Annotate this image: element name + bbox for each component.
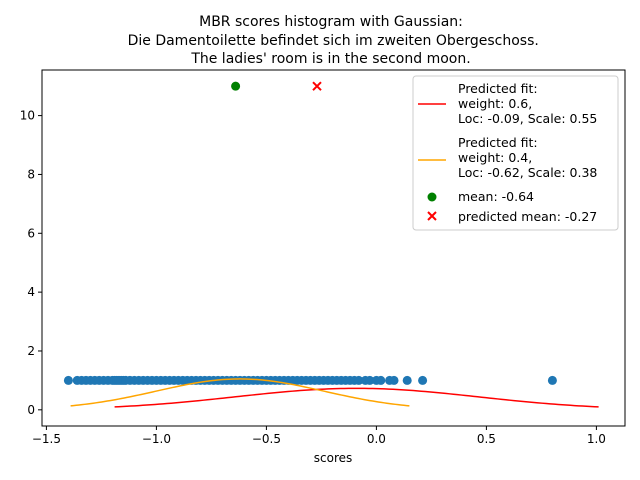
y-tick-label: 10 — [20, 109, 35, 123]
chart-title-line-1: MBR scores histogram with Gaussian: — [199, 14, 463, 30]
y-tick-label: 4 — [27, 285, 35, 299]
legend-fit1-label: Predicted fit: weight: 0.6, Loc: -0.09, Sc… — [458, 81, 597, 126]
score-point — [547, 375, 557, 385]
y-tick-label: 0 — [27, 403, 35, 417]
fit-curve-1 — [114, 387, 599, 408]
x-axis: −1.5 −1.0 −0.5 0.0 0.5 1.0 — [32, 426, 606, 446]
legend-box — [412, 75, 619, 231]
score-point — [402, 375, 412, 385]
score-point — [354, 375, 364, 385]
legend-label-line: Loc: -0.62, Scale: 0.38 — [458, 165, 597, 180]
axes-frame — [41, 69, 626, 427]
legend-predicted-mean-x — [427, 211, 437, 221]
x-tick-label: 0.0 — [367, 432, 386, 446]
plot-area — [63, 81, 599, 408]
legend-label-line: Predicted fit: — [458, 81, 538, 96]
x-axis-label: scores — [314, 451, 353, 465]
x-tick-label: 1.0 — [587, 432, 606, 446]
y-tick-label: 2 — [27, 344, 35, 358]
x-tick-label: −1.0 — [142, 432, 171, 446]
score-point — [389, 375, 399, 385]
score-point — [418, 375, 428, 385]
legend-mean-label: mean: -0.64 — [458, 189, 534, 204]
legend: Predicted fit: weight: 0.6, Loc: -0.09, Sc… — [412, 75, 619, 231]
score-point — [376, 375, 386, 385]
y-axis: 0 2 4 6 8 10 — [20, 109, 42, 417]
y-tick-label: 6 — [27, 226, 35, 240]
legend-label-line: Predicted fit: — [458, 135, 538, 150]
legend-label-line: Loc: -0.09, Scale: 0.55 — [458, 111, 597, 126]
predicted-mean-marker — [312, 81, 322, 91]
x-tick-label: −1.5 — [32, 432, 61, 446]
fit-curve-2 — [70, 378, 410, 407]
mean-marker — [231, 81, 241, 91]
chart-title: MBR scores histogram with Gaussian: Die … — [123, 14, 539, 67]
chart-title-line-2: Die Damentoilette befindet sich im zweit… — [123, 33, 539, 49]
legend-label-line: weight: 0.4, — [458, 150, 532, 165]
legend-mean-marker — [427, 192, 437, 202]
score-point — [365, 375, 375, 385]
x-tick-label: 0.5 — [477, 432, 496, 446]
legend-predicted-mean-label: predicted mean: -0.27 — [458, 209, 597, 224]
score-point — [63, 375, 73, 385]
legend-predicted-mean-marker — [427, 211, 437, 221]
legend-label-line: weight: 0.6, — [458, 96, 532, 111]
x-tick-label: −0.5 — [252, 432, 281, 446]
chart-title-line-3: The ladies' room is in the second moon. — [190, 51, 470, 67]
legend-fit2-label: Predicted fit: weight: 0.4, Loc: -0.62, Sc… — [458, 135, 597, 180]
y-tick-label: 8 — [27, 167, 35, 181]
